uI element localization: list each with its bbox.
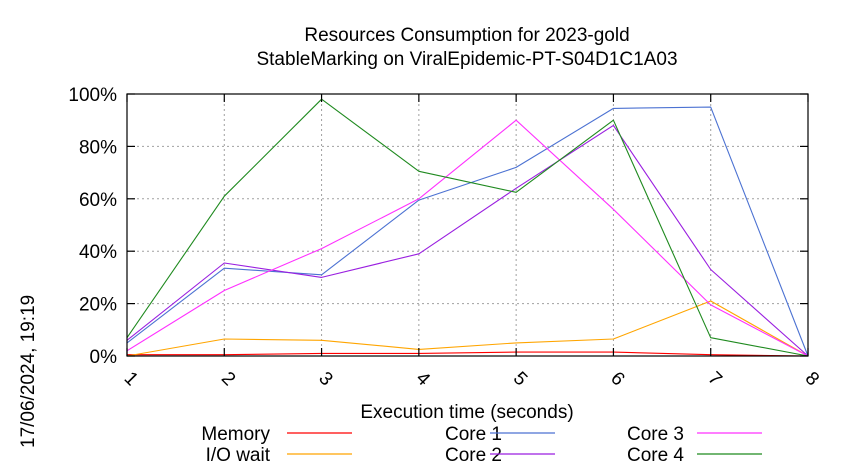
x-tick-label: 2: [217, 368, 239, 390]
legend-label: Memory: [201, 424, 270, 445]
timestamp-label: 17/06/2024, 19:19: [18, 295, 39, 448]
y-axis-ticks: 0% 20% 40% 60% 80% 100%: [68, 85, 808, 368]
series-line-memory: [127, 351, 809, 357]
x-tick-label: 5: [509, 368, 531, 390]
series-line-core-1: [126, 106, 809, 357]
series-line-core-3: [126, 119, 809, 357]
chart-subtitle: StableMarking on ViralEpidemic-PT-S04D1C…: [256, 49, 677, 70]
series-line-core-4: [126, 98, 809, 357]
y-tick-label: 0%: [90, 347, 118, 368]
legend-label: Core 4: [627, 445, 684, 466]
x-tick-label: 1: [120, 368, 142, 390]
x-tick-label: 3: [314, 368, 336, 390]
y-tick-label: 80%: [79, 137, 117, 158]
legend-label: Core 3: [627, 424, 684, 445]
legend-label: Core 2: [445, 445, 502, 466]
legend-label: Core 1: [445, 424, 502, 445]
series-lines: [126, 98, 809, 357]
x-tick-label: 7: [703, 368, 725, 390]
y-tick-label: 40%: [79, 242, 117, 263]
series-line-i-o-wait: [126, 300, 809, 357]
chart-title: Resources Consumption for 2023-gold: [304, 25, 629, 46]
series-line-core-2: [126, 124, 809, 357]
y-tick-label: 100%: [68, 85, 117, 106]
grid: [127, 94, 808, 356]
x-axis-label: Execution time (seconds): [360, 402, 573, 423]
x-tick-label: 6: [606, 368, 628, 390]
y-tick-label: 20%: [79, 295, 117, 316]
plot-frame: [126, 93, 809, 357]
x-tick-label: 8: [801, 368, 823, 390]
y-tick-label: 60%: [79, 190, 117, 211]
legend-label: I/O wait: [206, 445, 271, 466]
x-tick-label: 4: [412, 368, 435, 391]
